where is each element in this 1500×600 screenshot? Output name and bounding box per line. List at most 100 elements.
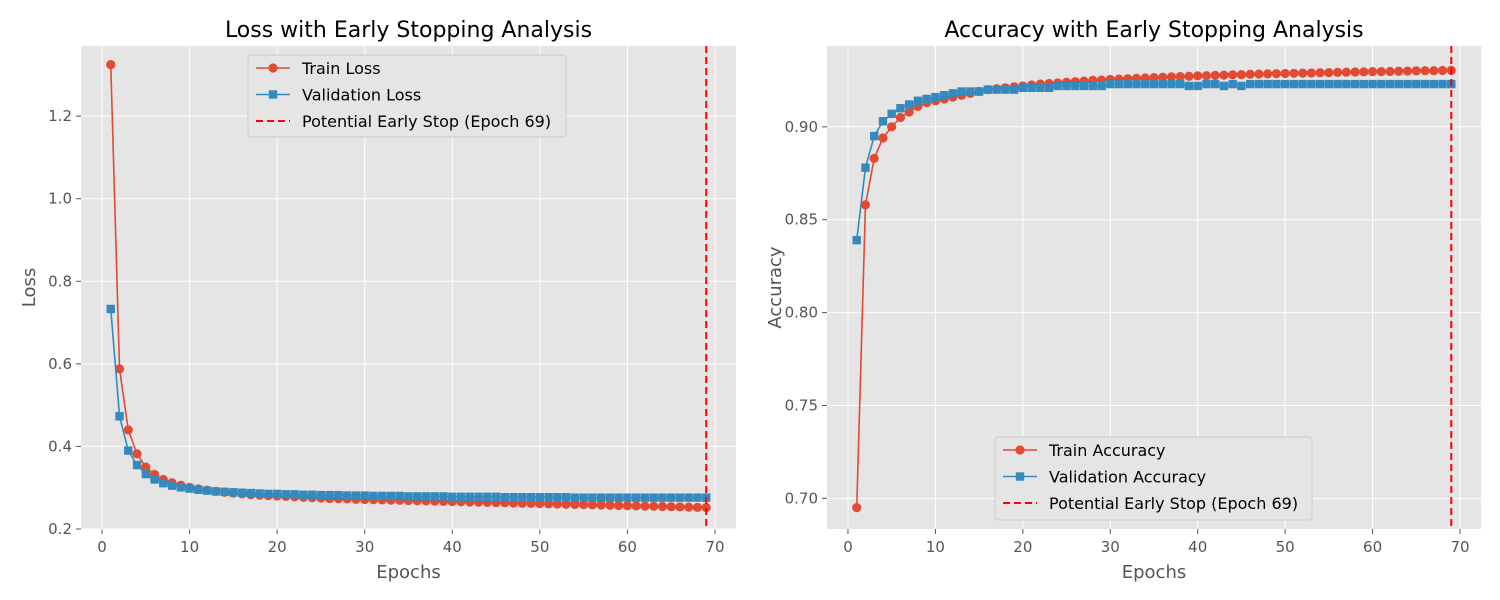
data-point — [500, 493, 510, 502]
data-point — [1263, 79, 1272, 89]
data-point — [693, 493, 702, 502]
data-point — [1402, 66, 1413, 76]
data-point — [299, 490, 308, 499]
data-point — [307, 490, 317, 499]
legend: Train Loss Validation Loss Potential Early… — [247, 54, 567, 138]
data-point — [1001, 85, 1010, 94]
data-point — [132, 449, 142, 459]
data-point — [185, 484, 194, 493]
data-point — [1280, 68, 1290, 79]
data-point — [675, 493, 685, 502]
data-point — [1228, 79, 1237, 89]
y-tick-label: 0.75 — [785, 396, 818, 414]
data-point — [1359, 79, 1369, 89]
data-point — [404, 492, 413, 501]
data-point — [869, 153, 879, 163]
data-point — [1018, 83, 1028, 92]
data-point — [1245, 79, 1255, 89]
data-point — [1289, 79, 1299, 89]
data-point — [939, 91, 949, 100]
data-point — [544, 493, 553, 502]
data-point — [631, 501, 641, 511]
data-point — [1219, 81, 1229, 91]
data-point — [1289, 68, 1299, 78]
y-tick-label: 0.8 — [48, 272, 72, 290]
data-point — [421, 492, 431, 501]
x-tick-label: 20 — [1013, 538, 1032, 556]
legend: Train Accuracy Validation Accuracy Potenti… — [994, 436, 1313, 521]
data-point — [992, 85, 1001, 94]
data-point — [176, 483, 186, 492]
legend-label: Train Loss — [301, 59, 381, 78]
data-point — [974, 87, 984, 96]
data-point — [878, 117, 888, 126]
legend-swatch-marker — [1015, 445, 1025, 455]
data-point — [1307, 79, 1316, 89]
data-point — [106, 304, 115, 314]
data-point — [1053, 81, 1063, 91]
data-point — [1376, 67, 1386, 77]
data-point — [1350, 67, 1360, 77]
x-tick-label: 10 — [180, 538, 199, 556]
data-point — [1228, 70, 1238, 80]
data-point — [1132, 79, 1141, 89]
data-point — [1359, 67, 1369, 77]
data-point — [1149, 79, 1159, 89]
data-point — [124, 446, 133, 455]
data-point — [518, 493, 527, 502]
data-point — [1176, 79, 1185, 89]
data-point — [1175, 72, 1185, 82]
y-axis-label: Loss — [19, 268, 40, 307]
y-tick-label: 0.6 — [48, 355, 72, 373]
data-point — [596, 493, 606, 502]
data-point — [887, 109, 896, 119]
data-point — [281, 490, 291, 499]
data-point — [553, 493, 562, 502]
x-tick-label: 40 — [1188, 538, 1207, 556]
data-point — [1420, 79, 1430, 89]
data-point — [957, 87, 966, 96]
data-point — [1166, 72, 1177, 82]
data-point — [861, 163, 870, 172]
y-tick-label: 0.4 — [48, 437, 72, 455]
chart-title: Loss with Early Stopping Analysis — [225, 18, 592, 43]
data-point — [115, 412, 124, 421]
y-tick-label: 1.2 — [48, 107, 72, 125]
data-point — [684, 493, 693, 502]
data-point — [640, 501, 650, 511]
y-tick-label: 0.2 — [48, 520, 72, 538]
data-point — [684, 502, 694, 512]
data-point — [1411, 66, 1421, 76]
data-point — [378, 491, 387, 501]
data-point — [202, 486, 212, 495]
data-point — [1088, 81, 1097, 91]
data-point — [1027, 83, 1036, 92]
data-point — [211, 487, 221, 496]
data-point — [474, 492, 483, 501]
data-point — [1236, 70, 1247, 80]
data-point — [605, 493, 615, 502]
data-point — [552, 499, 562, 509]
data-point — [237, 488, 247, 497]
chart-title: Accuracy with Early Stopping Analysis — [944, 18, 1363, 43]
data-point — [588, 493, 597, 502]
data-point — [272, 489, 282, 499]
data-point — [1429, 79, 1438, 89]
data-point — [1141, 79, 1150, 89]
data-point — [246, 488, 256, 498]
data-point — [852, 503, 862, 513]
data-point — [1184, 71, 1194, 81]
x-tick-label: 0 — [97, 538, 107, 556]
data-point — [948, 89, 958, 98]
data-point — [1210, 70, 1220, 80]
data-point — [316, 490, 326, 500]
x-tick-label: 30 — [1101, 538, 1120, 556]
y-tick-label: 1.0 — [48, 190, 72, 208]
data-point — [1123, 79, 1132, 89]
data-point — [1350, 79, 1360, 89]
data-point — [360, 491, 369, 500]
data-point — [596, 500, 606, 510]
data-point — [465, 492, 474, 501]
data-point — [351, 491, 361, 500]
data-point — [1254, 79, 1264, 89]
